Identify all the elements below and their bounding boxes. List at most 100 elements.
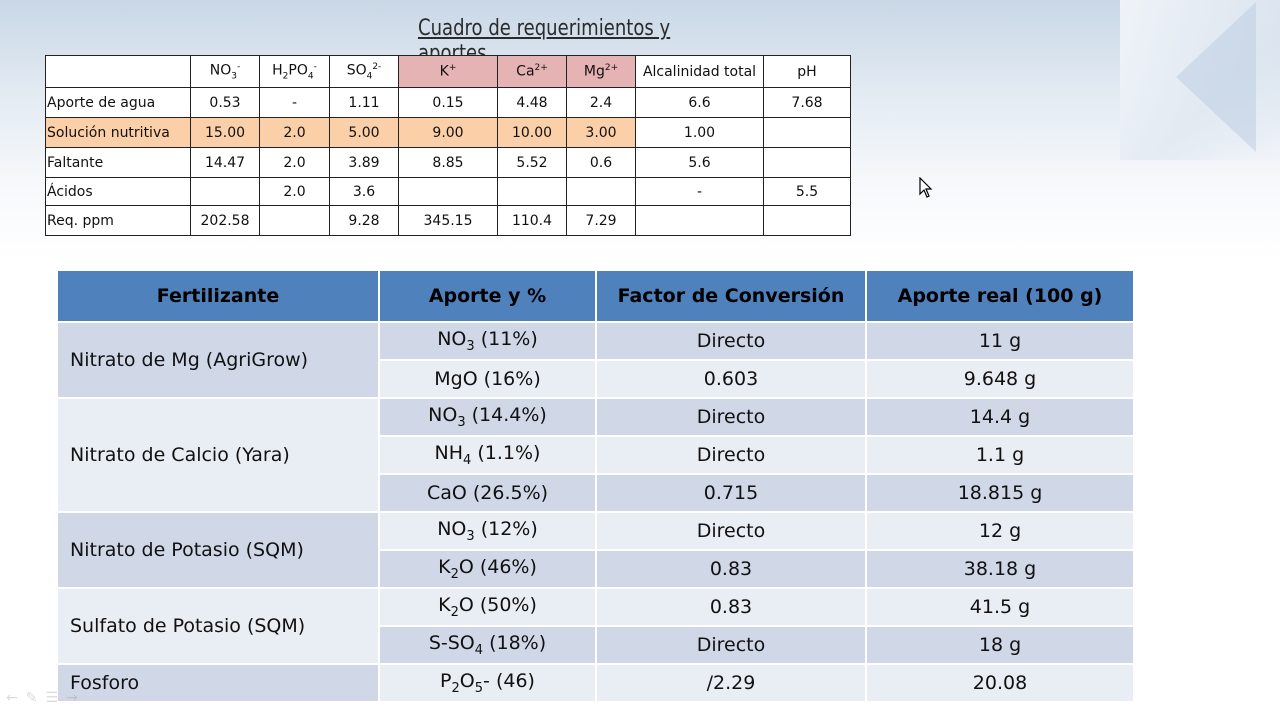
req-header-alcalinidad: Alcalinidad total (635, 55, 764, 88)
req-row-aporte-agua: Aporte de agua 0.53 - 1.11 0.15 4.48 2.4… (45, 87, 851, 118)
table-row: Nitrato de Calcio (Yara) NO3 (14.4%) Dir… (56, 397, 1135, 513)
req-row-label: Ácidos (45, 177, 191, 206)
aporte-real-cell: 18.815 g (865, 473, 1135, 513)
req-cell: 1.11 (329, 87, 399, 118)
req-cell (566, 177, 636, 206)
req-row-req-ppm: Req. ppm 202.58 9.28 345.15 110.4 7.29 (45, 205, 851, 236)
req-cell: 7.29 (566, 205, 636, 236)
req-header-no3: NO3- (190, 55, 260, 88)
req-header-mg: Mg2+ (566, 55, 636, 88)
aporte-cell: NO3 (14.4%) (378, 397, 597, 437)
req-cell: 15.00 (190, 117, 260, 148)
aporte-real-cell: 12 g (865, 511, 1135, 551)
fert-header-factor: Factor de Conversión (595, 269, 867, 323)
req-cell (398, 177, 498, 206)
factor-cell: Directo (595, 321, 867, 361)
req-cell: - (259, 87, 330, 118)
slide-nav-icons[interactable]: ← ✎ ☰ → (6, 690, 78, 706)
req-row-faltante: Faltante 14.47 2.0 3.89 8.85 5.52 0.6 5.… (45, 147, 851, 178)
req-cell (190, 177, 260, 206)
req-row-label: Solución nutritiva (45, 117, 191, 148)
aporte-real-cell: 38.18 g (865, 549, 1135, 589)
aporte-real-cell: 14.4 g (865, 397, 1135, 437)
table-row: K2O (46%) 0.83 38.18 g (57, 549, 1135, 589)
req-cell: 1.00 (635, 117, 764, 148)
req-row-label: Req. ppm (45, 205, 191, 236)
aporte-cell: K2O (46%) (378, 549, 597, 589)
table-row: S-SO4 (18%) Directo 18 g (57, 625, 1135, 665)
req-cell: 2.0 (259, 117, 330, 148)
pen-icon[interactable]: ✎ (25, 690, 38, 706)
requirements-table: NO3- H2PO4- SO42- K+ Ca2+ Mg2+ Alcalinid… (45, 55, 851, 236)
aporte-real-cell: 11 g (865, 321, 1135, 361)
fert-header-aporte-real: Aporte real (100 g) (865, 269, 1135, 323)
fertilizer-name: Nitrato de Mg (AgriGrow) (56, 321, 380, 399)
table-row: MgO (16%) 0.603 9.648 g (57, 359, 1135, 399)
req-cell: 0.15 (398, 87, 498, 118)
req-cell: 9.28 (329, 205, 399, 236)
req-cell: 3.89 (329, 147, 399, 178)
req-cell: 9.00 (398, 117, 498, 148)
req-row-solucion-nutritiva: Solución nutritiva 15.00 2.0 5.00 9.00 1… (45, 117, 851, 148)
aporte-cell: NO3 (12%) (378, 511, 597, 551)
menu-icon[interactable]: ☰ (45, 690, 59, 706)
aporte-real-cell: 18 g (865, 625, 1135, 665)
factor-cell: 0.603 (595, 359, 867, 399)
factor-cell: Directo (595, 435, 867, 475)
req-cell: 5.00 (329, 117, 399, 148)
req-cell: 110.4 (497, 205, 567, 236)
fertilizer-name: Sulfato de Potasio (SQM) (56, 587, 380, 665)
fertilizer-name: Fosforo (56, 663, 380, 703)
req-cell: 202.58 (190, 205, 260, 236)
fert-header-fertilizante: Fertilizante (56, 269, 380, 323)
req-row-label: Aporte de agua (45, 87, 191, 118)
next-slide-icon[interactable]: → (66, 690, 78, 706)
req-cell: 0.53 (190, 87, 260, 118)
aporte-cell: MgO (16%) (378, 359, 597, 399)
req-cell: 5.6 (635, 147, 764, 178)
req-header-k: K+ (398, 55, 498, 88)
factor-cell: Directo (595, 397, 867, 437)
req-header-h2po4: H2PO4- (259, 55, 330, 88)
req-row-label: Faltante (45, 147, 191, 178)
req-cell: 7.68 (763, 87, 851, 118)
aporte-cell: S-SO4 (18%) (378, 625, 597, 665)
req-cell: 5.52 (497, 147, 567, 178)
table-row: Sulfato de Potasio (SQM) K2O (50%) 0.83 … (56, 587, 1135, 665)
req-cell (763, 117, 851, 148)
aporte-cell: NH4 (1.1%) (378, 435, 597, 475)
corner-triangle-decoration (1176, 2, 1256, 152)
aporte-real-cell: 20.08 (865, 663, 1135, 703)
req-cell: 4.48 (497, 87, 567, 118)
req-cell: 5.5 (763, 177, 851, 206)
table-row: Fosforo P2O5- (46) /2.29 20.08 (56, 663, 1135, 703)
req-cell: 2.0 (259, 147, 330, 178)
fert-header-row: Fertilizante Aporte y % Factor de Conver… (56, 269, 1135, 323)
req-cell: 14.47 (190, 147, 260, 178)
factor-cell: 0.83 (595, 587, 867, 627)
aporte-real-cell: 41.5 g (865, 587, 1135, 627)
factor-cell: Directo (595, 625, 867, 665)
req-cell: 10.00 (497, 117, 567, 148)
req-cell: 0.6 (566, 147, 636, 178)
aporte-cell: K2O (50%) (378, 587, 597, 627)
req-header-ph: pH (763, 55, 851, 88)
aporte-cell: NO3 (11%) (378, 321, 597, 361)
req-row-acidos: Ácidos 2.0 3.6 - 5.5 (45, 177, 851, 206)
req-cell: 8.85 (398, 147, 498, 178)
req-cell: 2.4 (566, 87, 636, 118)
req-cell: 2.0 (259, 177, 330, 206)
req-cell: 3.6 (329, 177, 399, 206)
aporte-cell: CaO (26.5%) (378, 473, 597, 513)
table-row: Nitrato de Potasio (SQM) NO3 (12%) Direc… (56, 511, 1135, 589)
req-header-ca: Ca2+ (497, 55, 567, 88)
aporte-real-cell: 9.648 g (865, 359, 1135, 399)
factor-cell: /2.29 (595, 663, 867, 703)
req-header-row: NO3- H2PO4- SO42- K+ Ca2+ Mg2+ Alcalinid… (45, 55, 851, 88)
table-row: NH4 (1.1%) Directo 1.1 g (57, 435, 1135, 475)
table-row: CaO (26.5%) 0.715 18.815 g (57, 473, 1135, 513)
req-header-blank (45, 55, 191, 88)
aporte-cell: P2O5- (46) (378, 663, 597, 703)
prev-slide-icon[interactable]: ← (6, 690, 18, 706)
req-header-so4: SO42- (329, 55, 399, 88)
